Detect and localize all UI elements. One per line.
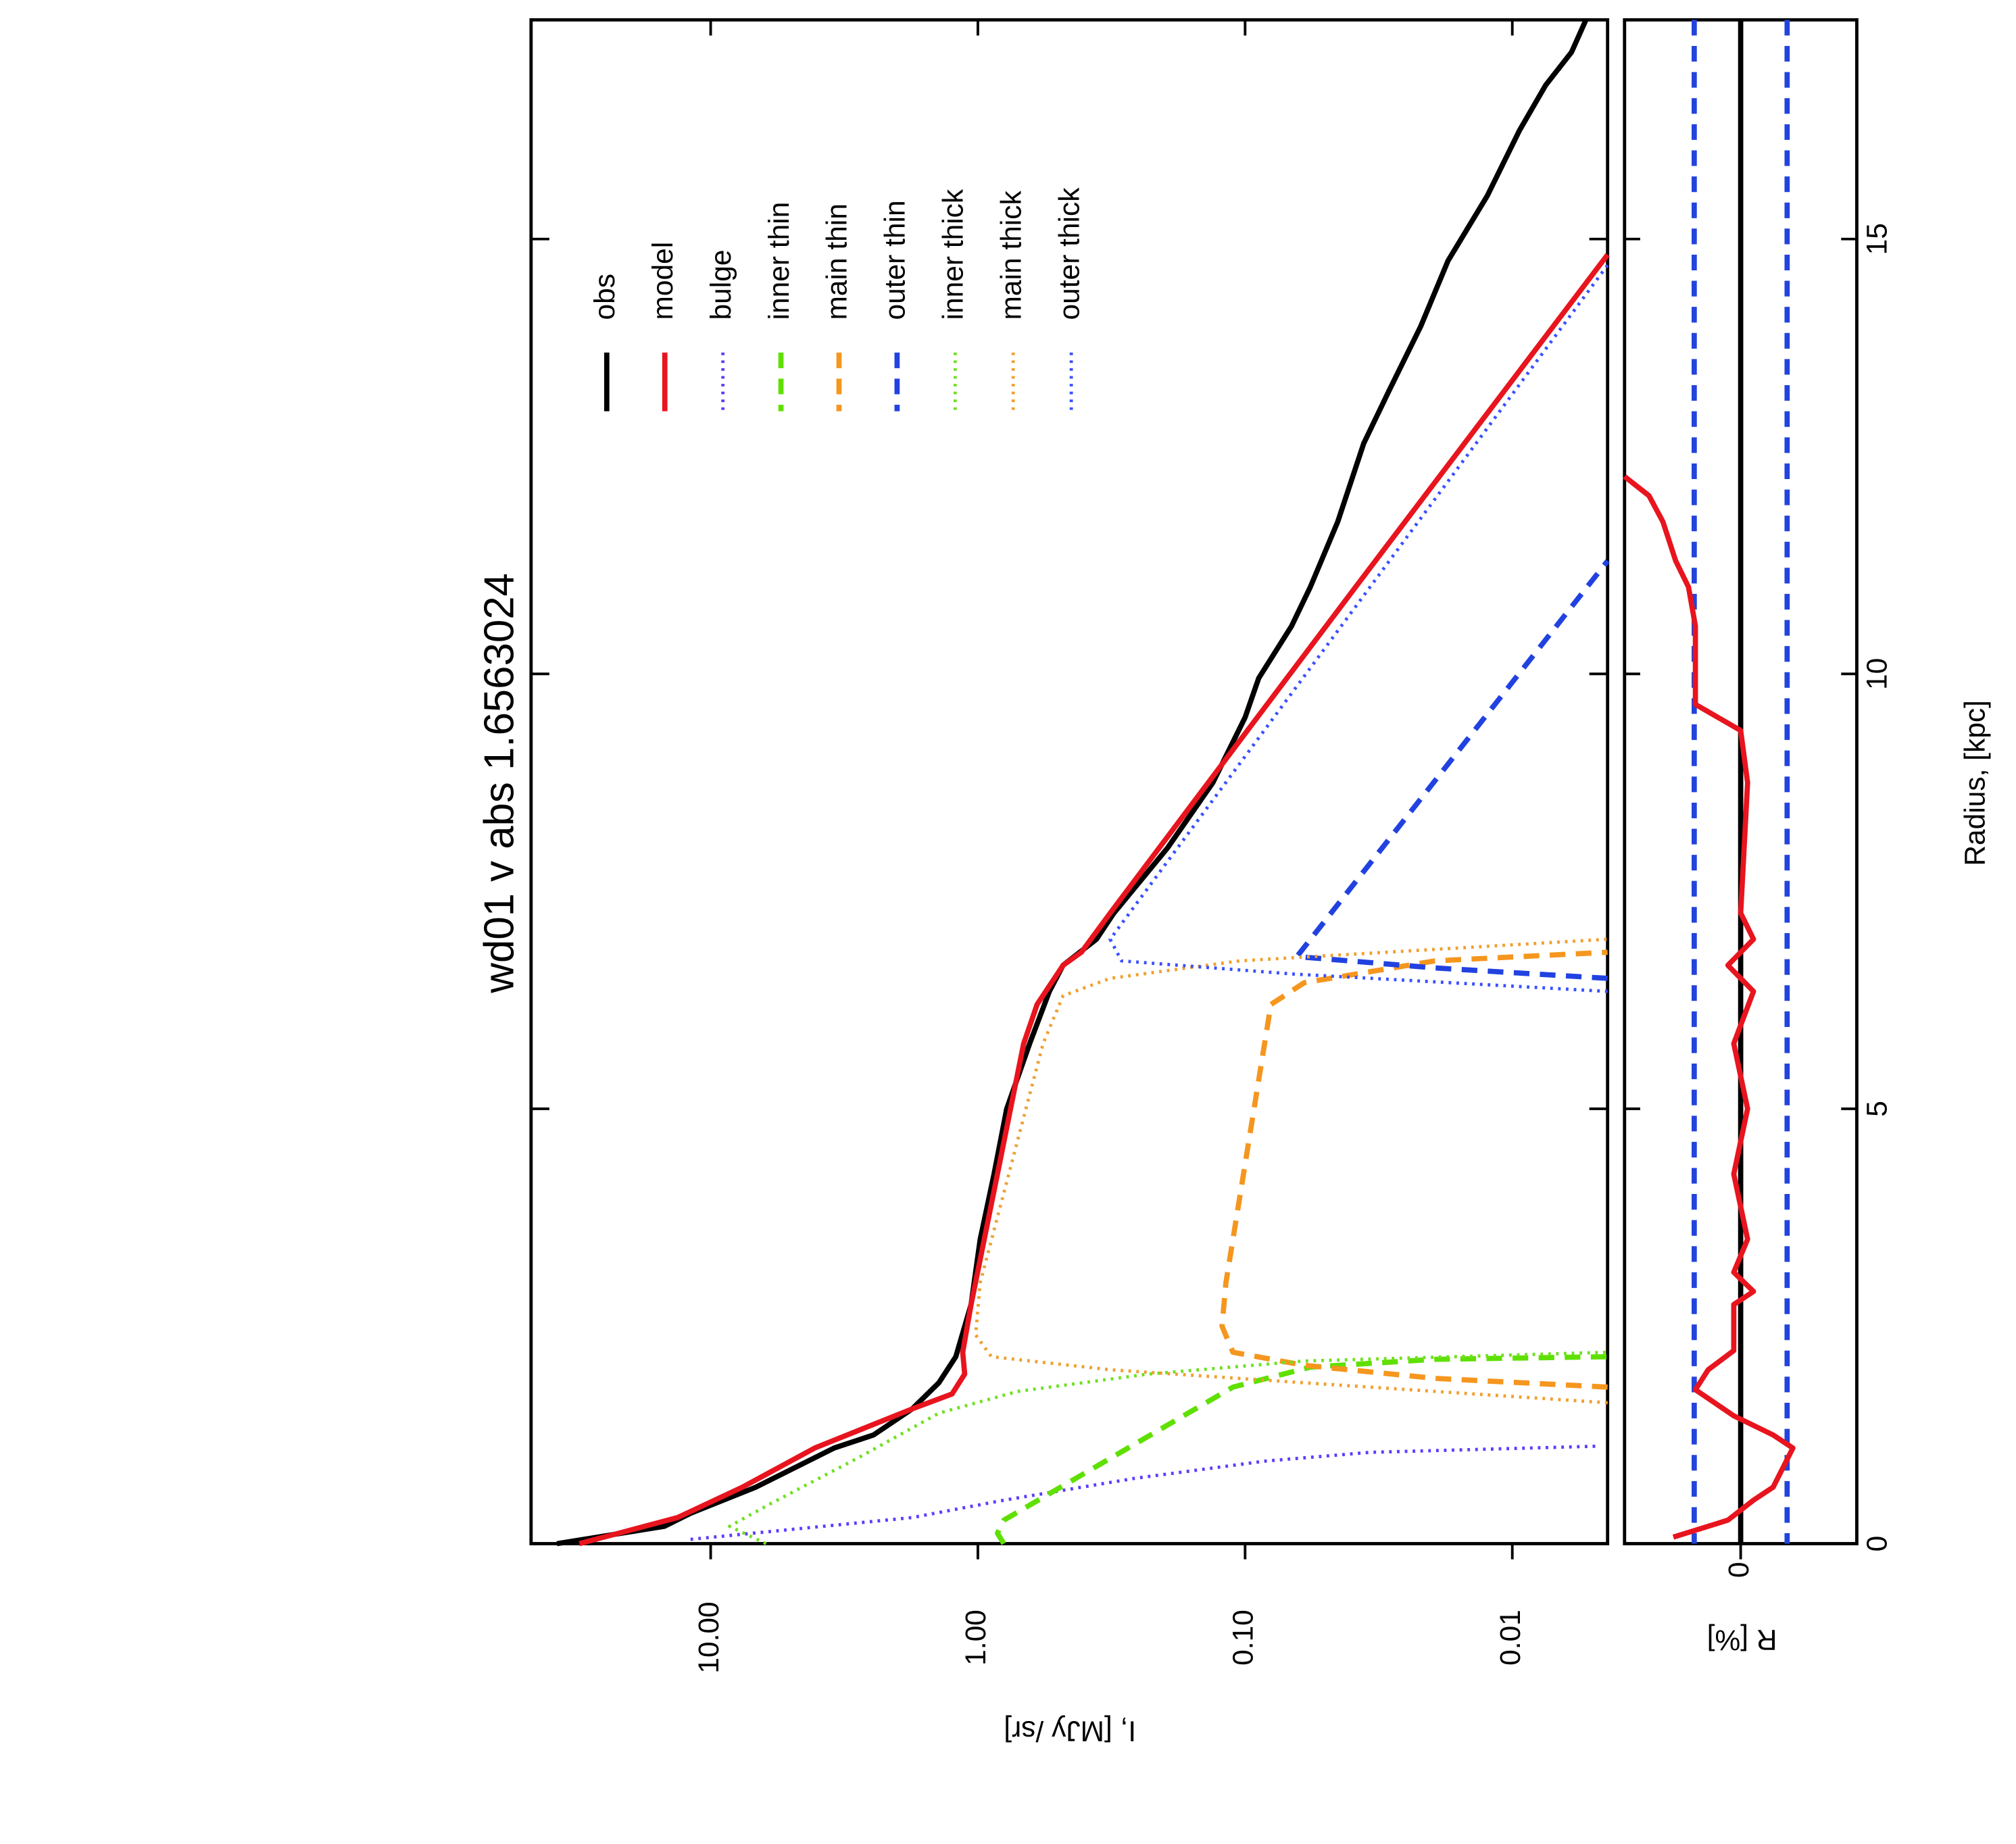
legend-label: main thin: [821, 203, 853, 320]
legend-label: outer thick: [1053, 187, 1085, 320]
series-line: [1219, 949, 1608, 1390]
legend-label: inner thick: [937, 189, 969, 320]
legend-label: bulge: [705, 250, 737, 320]
x-axis-label: Radius, [kpc]: [1959, 700, 1990, 866]
series-line: [1623, 474, 1796, 1540]
y-tick-label: 0: [1723, 1562, 1754, 1578]
legend-label: outer thin: [879, 200, 911, 320]
series-line: [728, 1350, 1608, 1545]
main-frame: [529, 18, 1610, 1545]
legend-label: main thick: [995, 191, 1027, 320]
y-tick-label: 1.00: [960, 1610, 991, 1666]
x-tick-label: 10: [1861, 658, 1892, 690]
series-line: [994, 1353, 1608, 1545]
residual-axis-label: R [%]: [1707, 1624, 1777, 1655]
series-line: [1108, 264, 1609, 993]
series-line: [556, 18, 1589, 1547]
legend-label: inner thin: [763, 202, 795, 320]
y-tick-label: 10.00: [693, 1601, 724, 1673]
x-tick-label: 5: [1861, 1101, 1892, 1117]
series-line: [579, 253, 1610, 1547]
series-line: [690, 1444, 1598, 1541]
y-tick-label: 0.10: [1227, 1610, 1259, 1666]
series-line: [1294, 559, 1610, 981]
y-tick-label: 0.01: [1494, 1610, 1526, 1666]
y-axis-label: I, [MJy /sr]: [1004, 1715, 1136, 1747]
x-tick-label: 0: [1861, 1536, 1892, 1552]
series-line: [974, 937, 1608, 1405]
legend-label: model: [647, 242, 679, 320]
legend-label: obs: [589, 274, 620, 320]
chart-title: wd01 v abs 1.6563024: [476, 573, 523, 994]
x-tick-label: 15: [1861, 223, 1892, 255]
